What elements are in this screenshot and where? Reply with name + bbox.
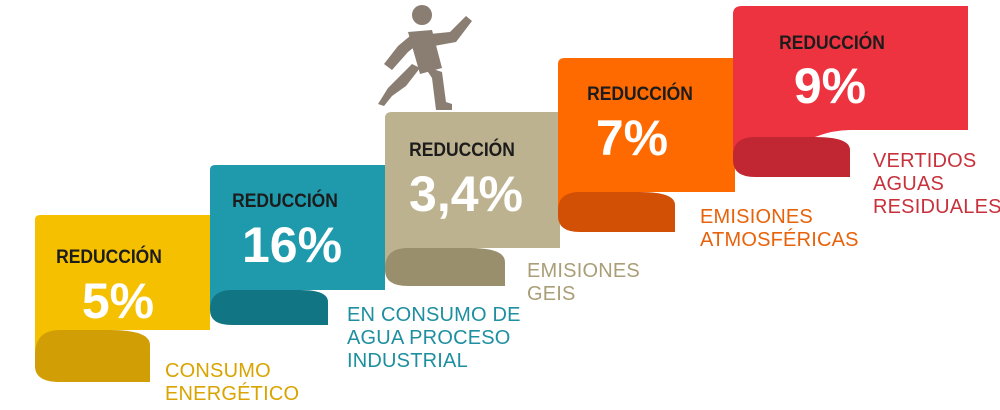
running-person-head xyxy=(412,5,432,25)
step-2-value: 16% xyxy=(242,217,342,273)
step-3-value: 3,4% xyxy=(409,166,523,222)
step-2-panel xyxy=(210,165,385,310)
step-4: REDUCCIÓN 7% xyxy=(558,58,735,232)
step-3: REDUCCIÓN 3,4% xyxy=(385,112,560,286)
step-4-panel xyxy=(558,58,735,210)
step-5-caption: VERTIDOS AGUAS RESIDUALES xyxy=(873,150,1000,218)
running-person-arm-back xyxy=(384,36,418,70)
step-3-caption: EMISIONES GEIS xyxy=(527,260,640,305)
step-5-fold xyxy=(733,136,850,177)
step-5-title: REDUCCIÓN xyxy=(779,31,885,53)
step-4-caption: EMISIONES ATMOSFÉRICAS xyxy=(700,206,859,251)
step-3-fold xyxy=(385,247,505,286)
step-2-fold xyxy=(210,289,328,325)
step-4-fold xyxy=(558,191,675,232)
step-1-panel xyxy=(35,215,210,355)
step-5-value: 9% xyxy=(794,58,866,114)
step-1-value: 5% xyxy=(82,273,154,329)
running-person-arm-front xyxy=(430,16,472,46)
step-4-title: REDUCCIÓN xyxy=(587,82,693,104)
step-4-value: 7% xyxy=(596,110,668,166)
step-3-title: REDUCCIÓN xyxy=(409,138,515,160)
step-1: REDUCCIÓN 5% xyxy=(35,215,210,382)
step-5: REDUCCIÓN 9% xyxy=(733,6,968,177)
step-3-panel xyxy=(385,112,560,268)
step-5-panel xyxy=(733,6,968,155)
step-2-caption: EN CONSUMO DE AGUA PROCESO INDUSTRIAL xyxy=(347,304,521,372)
step-2: REDUCCIÓN 16% xyxy=(210,165,385,325)
step-1-title: REDUCCIÓN xyxy=(56,245,162,267)
step-2-title: REDUCCIÓN xyxy=(232,189,338,211)
step-1-caption: CONSUMO ENERGÉTICO xyxy=(165,360,300,405)
running-person-icon xyxy=(378,5,472,110)
running-person-leg-back xyxy=(378,64,420,106)
running-person-leg-front xyxy=(424,66,452,110)
step-1-fold xyxy=(35,329,150,382)
